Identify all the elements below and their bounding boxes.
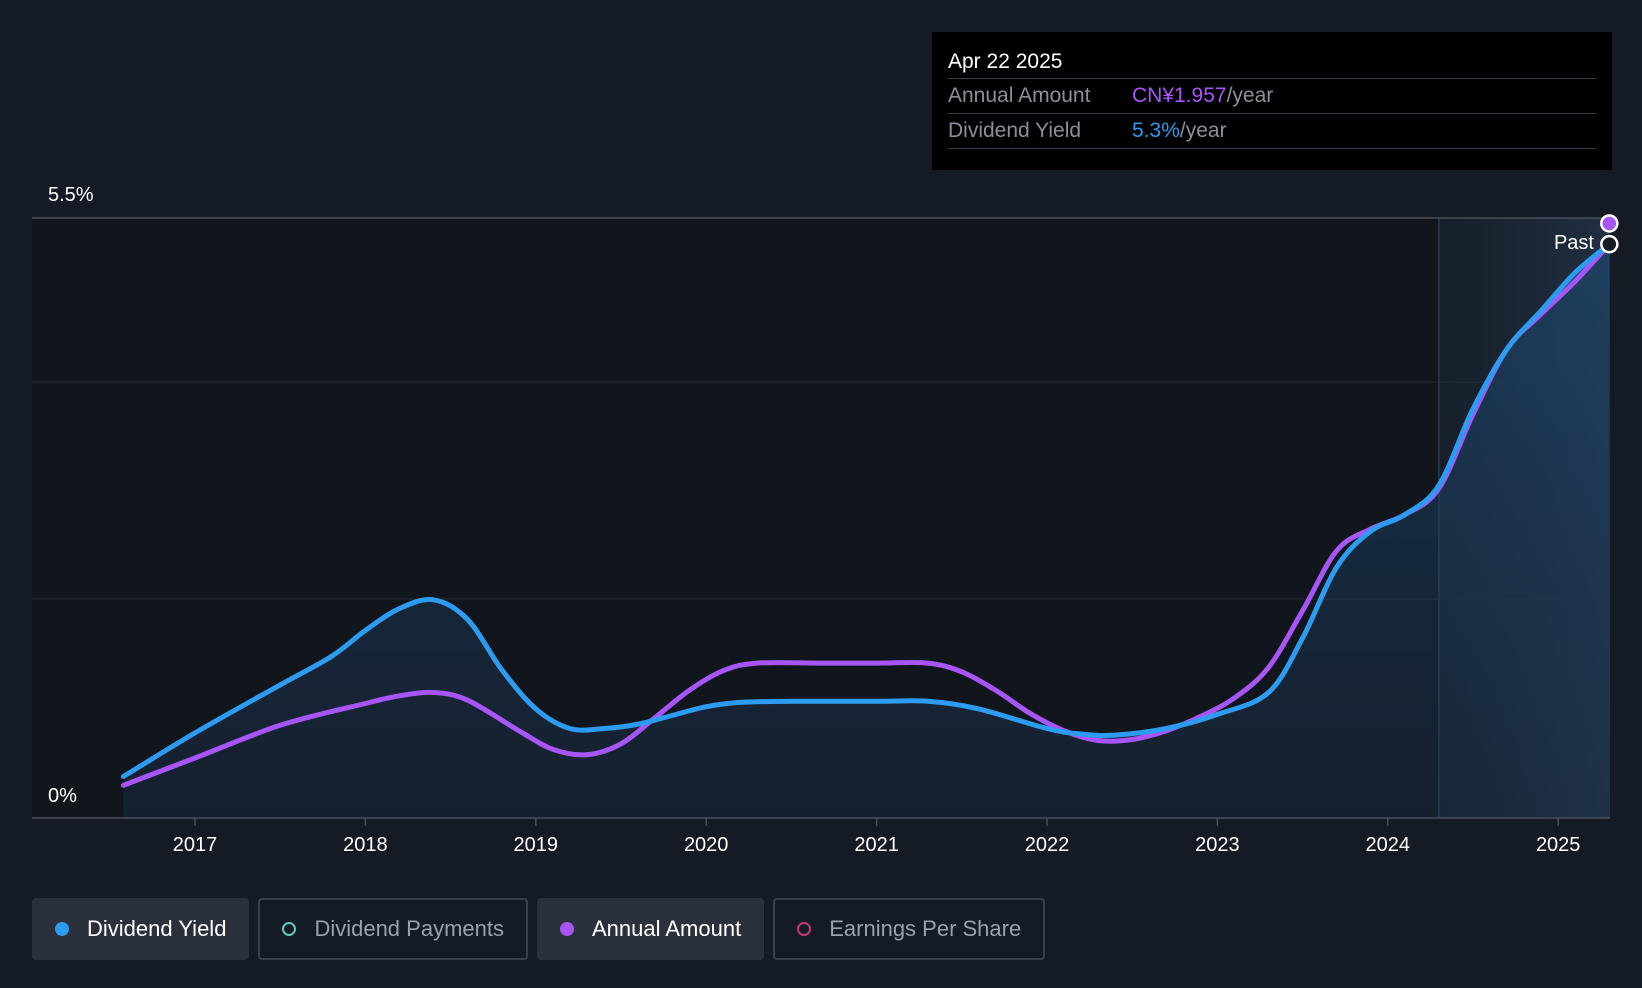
legend-annual-amount[interactable]: Annual Amount bbox=[536, 898, 765, 960]
dividend-payments-ring-icon bbox=[282, 922, 297, 936]
dividend-yield-line bbox=[120, 241, 1612, 779]
x-tick-label: 2017 bbox=[173, 834, 218, 856]
tooltip-unit: /year bbox=[1226, 84, 1274, 107]
legend-label: Earnings Per Share bbox=[829, 916, 1022, 941]
x-tick-label: 2024 bbox=[1366, 834, 1411, 856]
y-axis-top-label: 5.5% bbox=[48, 184, 94, 206]
legend: Dividend Yield Dividend Payments Annual … bbox=[32, 898, 1046, 960]
annual-amount-end-marker bbox=[1600, 214, 1619, 233]
dividend-yield-dot-icon bbox=[55, 922, 69, 936]
legend-earnings-per-share[interactable]: Earnings Per Share bbox=[773, 898, 1046, 960]
legend-label: Dividend Payments bbox=[314, 916, 504, 941]
tooltip-value: 5.3% bbox=[1132, 119, 1180, 142]
tooltip-value: CN¥1.957 bbox=[1132, 84, 1227, 107]
x-tick-label: 2025 bbox=[1536, 834, 1581, 856]
earnings-per-share-ring-icon bbox=[797, 922, 812, 936]
legend-dividend-payments[interactable]: Dividend Payments bbox=[258, 898, 528, 960]
tooltip-date: Apr 22 2025 bbox=[948, 46, 1596, 79]
x-tick-label: 2018 bbox=[343, 834, 388, 856]
tooltip-row-dividend-yield: Dividend Yield 5.3% /year bbox=[948, 114, 1596, 149]
annual-amount-dot-icon bbox=[559, 922, 574, 936]
tooltip-row-annual-amount: Annual Amount CN¥1.957 /year bbox=[948, 79, 1596, 114]
tooltip-label: Annual Amount bbox=[948, 84, 1091, 107]
x-tick-label: 2022 bbox=[1025, 834, 1070, 856]
dividend-yield-end-marker bbox=[1600, 234, 1619, 254]
tooltip-unit: /year bbox=[1179, 119, 1227, 142]
x-tick-label: 2020 bbox=[684, 834, 729, 856]
tooltip: Apr 22 2025 Annual Amount CN¥1.957 /year… bbox=[932, 32, 1612, 170]
x-tick-label: 2021 bbox=[854, 834, 899, 856]
tooltip-label: Dividend Yield bbox=[948, 119, 1082, 142]
x-axis: 2017 2018 2019 2020 2021 2022 2023 2024 2025 bbox=[173, 818, 1581, 856]
legend-dividend-yield[interactable]: Dividend Yield bbox=[32, 898, 250, 960]
dividend-yield-area bbox=[123, 244, 1610, 818]
legend-label: Annual Amount bbox=[591, 916, 742, 941]
x-tick-label: 2023 bbox=[1195, 834, 1240, 856]
y-axis-bottom-label: 0% bbox=[48, 785, 77, 807]
past-label: Past bbox=[1554, 232, 1594, 254]
x-tick-label: 2019 bbox=[514, 834, 559, 856]
legend-label: Dividend Yield bbox=[87, 916, 227, 941]
